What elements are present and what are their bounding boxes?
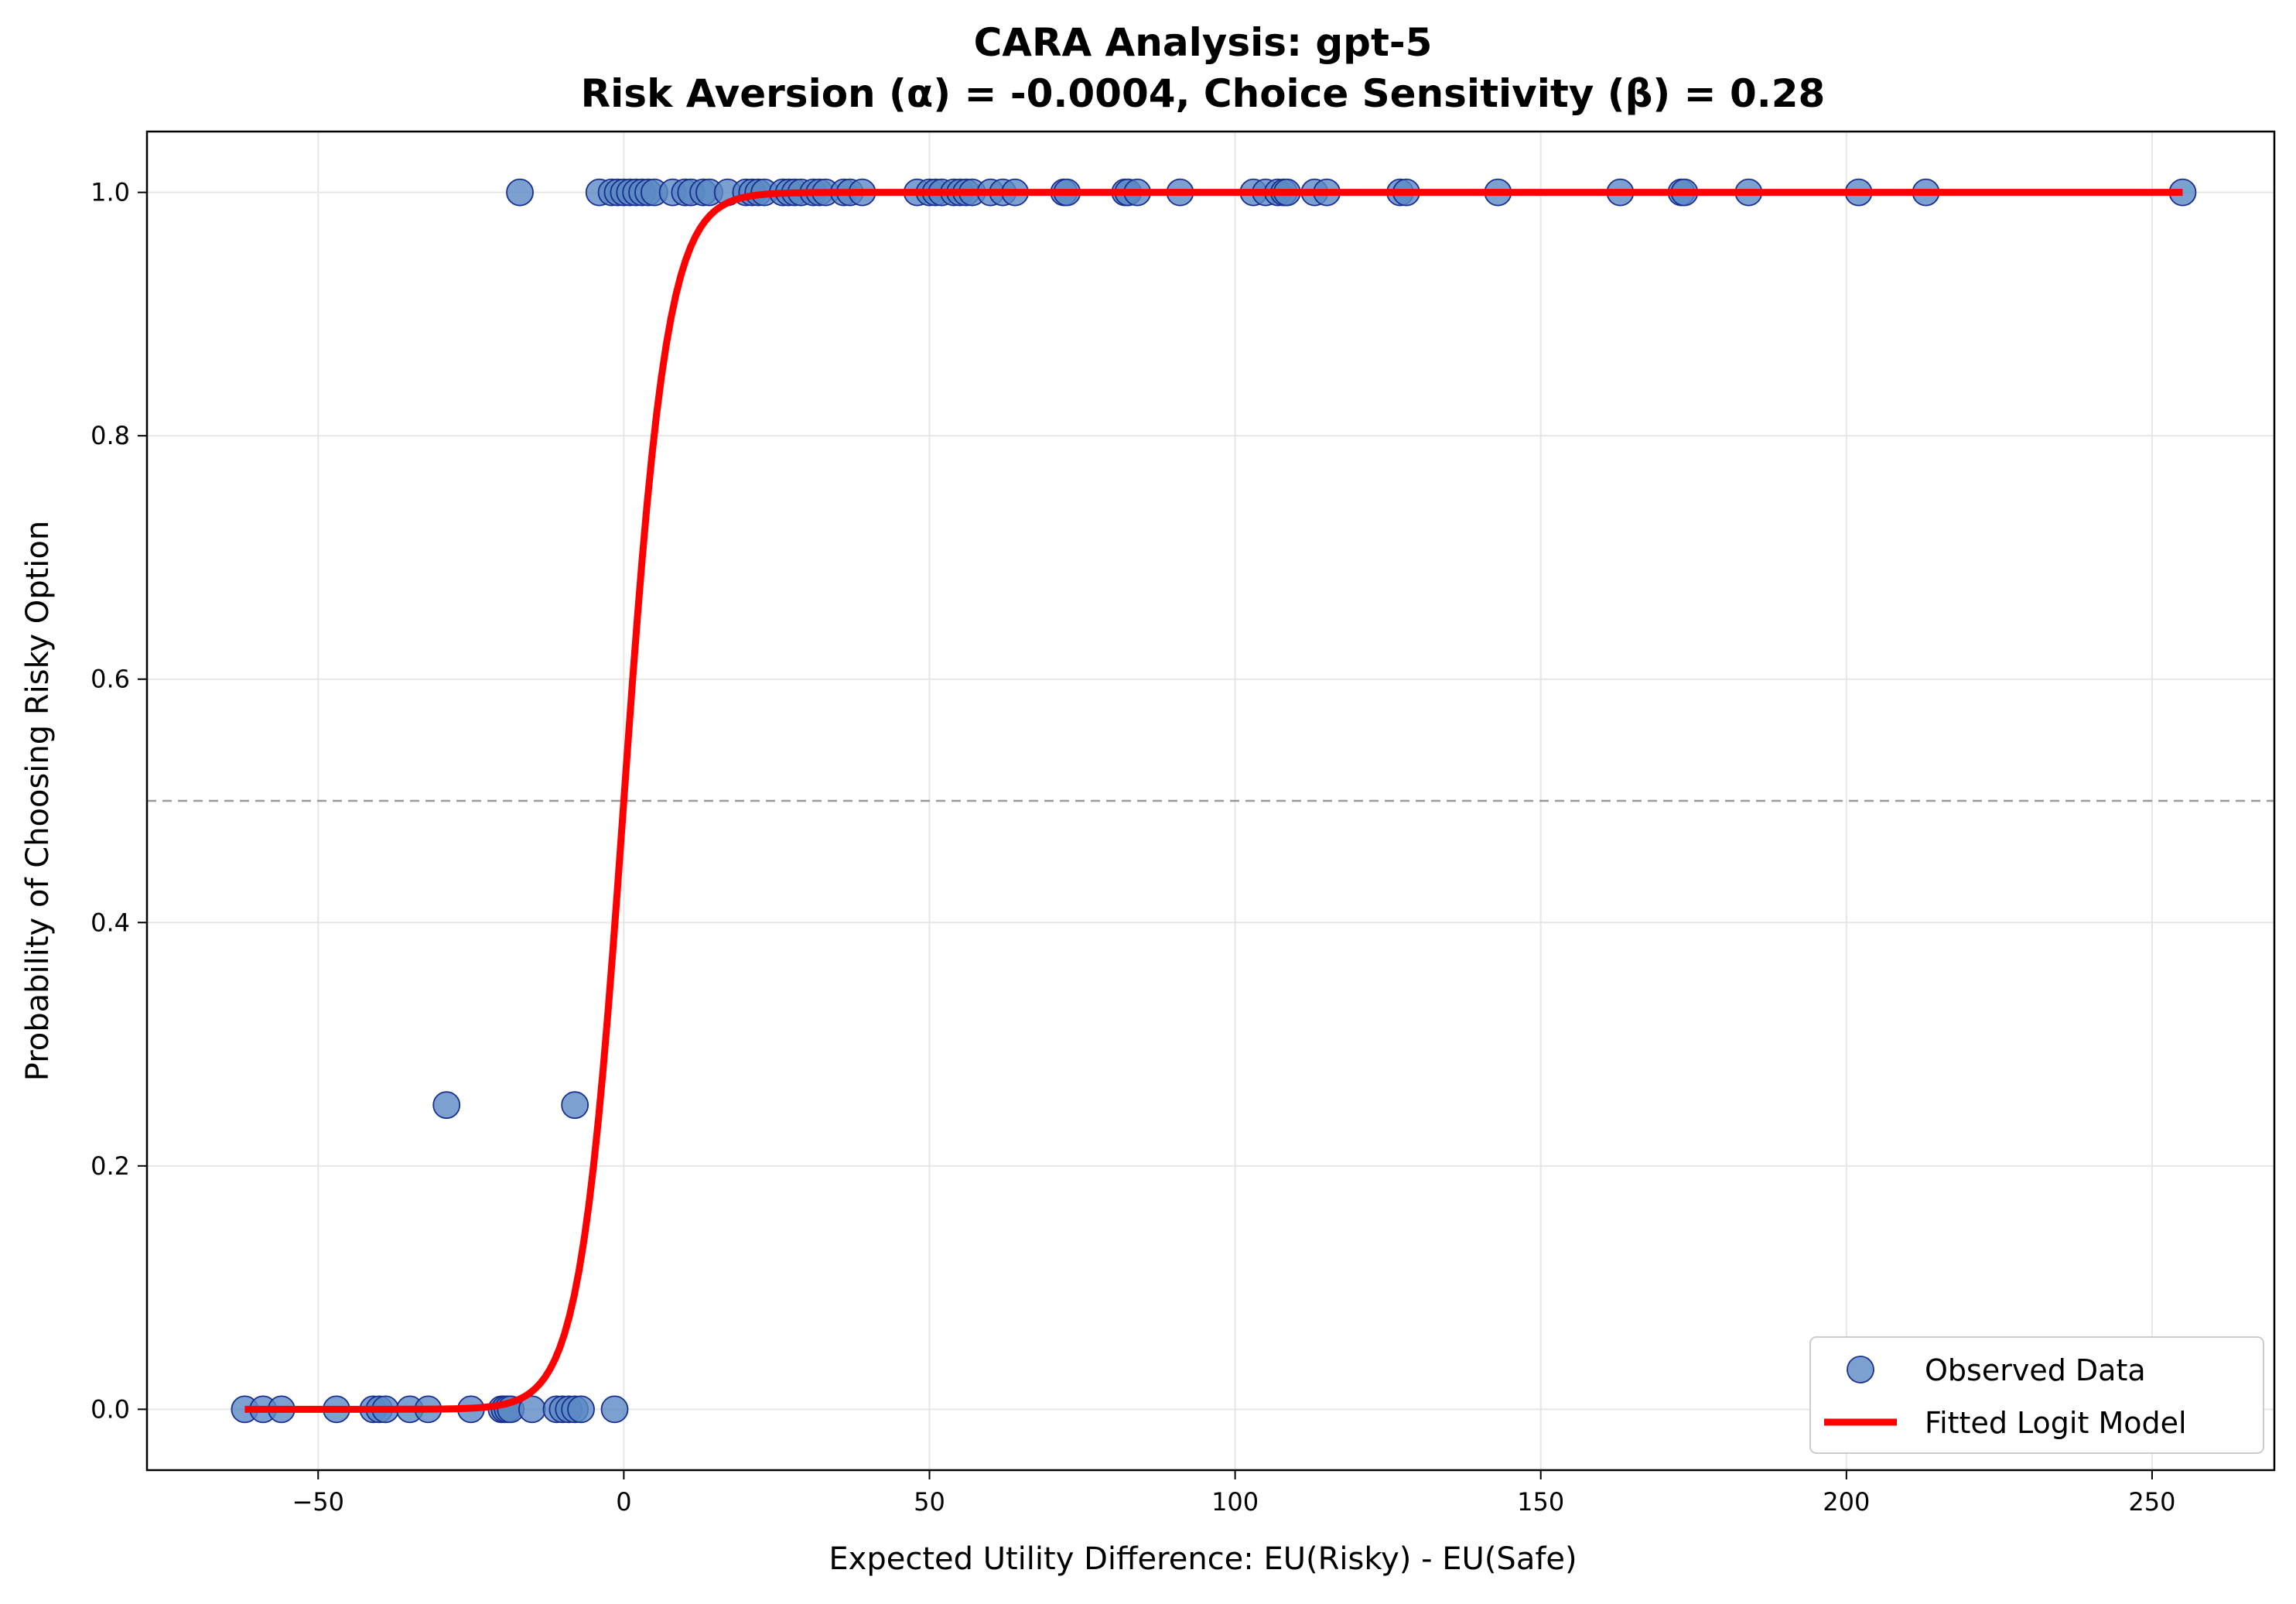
x-tick-label: 100	[1211, 1487, 1259, 1517]
legend-label-fitted: Fitted Logit Model	[1925, 1406, 2187, 1440]
chart-title: CARA Analysis: gpt-5	[974, 20, 1433, 65]
legend-box	[1809, 1336, 2264, 1454]
y-tick-label: 0.2	[91, 1151, 130, 1181]
plot-frame	[145, 130, 2276, 1472]
x-tick-label: 150	[1517, 1487, 1564, 1517]
y-tick-label: 1.0	[91, 178, 130, 207]
legend: Observed Data Fitted Logit Model	[1809, 1336, 2264, 1454]
legend-label-observed: Observed Data	[1925, 1353, 2146, 1387]
fitted-logit-curve	[244, 189, 2183, 1413]
x-tick-label: 50	[914, 1487, 945, 1517]
y-axis-label: Probability of Choosing Risky Option	[20, 521, 56, 1081]
data-point	[506, 178, 534, 207]
data-point	[561, 1091, 589, 1120]
data-point	[600, 1395, 629, 1424]
y-tick-label: 0.0	[91, 1394, 130, 1424]
chart-subtitle: Risk Aversion (α) = -0.0004, Choice Sens…	[581, 71, 1826, 116]
x-tick-label: 200	[1823, 1487, 1870, 1517]
data-point	[567, 1395, 595, 1424]
data-point	[432, 1091, 461, 1120]
y-tick-label: 0.8	[91, 421, 130, 450]
x-axis-label: Expected Utility Difference: EU(Risky) -…	[829, 1541, 1577, 1577]
y-tick-label: 0.6	[91, 665, 130, 694]
legend-scatter-marker	[1847, 1356, 1874, 1383]
axis-ticks: −50 0 50 100 150 200 250 0.0 0.2 0.4 0.6 0.8 1.0	[91, 178, 2175, 1517]
x-tick-label: −50	[292, 1487, 344, 1517]
x-tick-label: 0	[616, 1487, 631, 1517]
x-tick-label: 250	[2128, 1487, 2175, 1517]
y-tick-label: 0.4	[91, 908, 130, 937]
